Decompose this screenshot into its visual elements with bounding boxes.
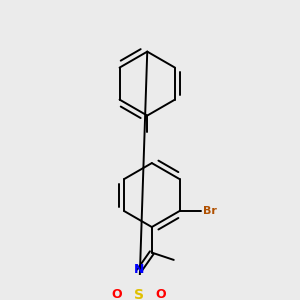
Text: O: O <box>112 288 122 300</box>
Text: N: N <box>134 263 144 277</box>
Text: Br: Br <box>203 206 217 216</box>
Text: S: S <box>134 288 144 300</box>
Text: O: O <box>156 288 166 300</box>
